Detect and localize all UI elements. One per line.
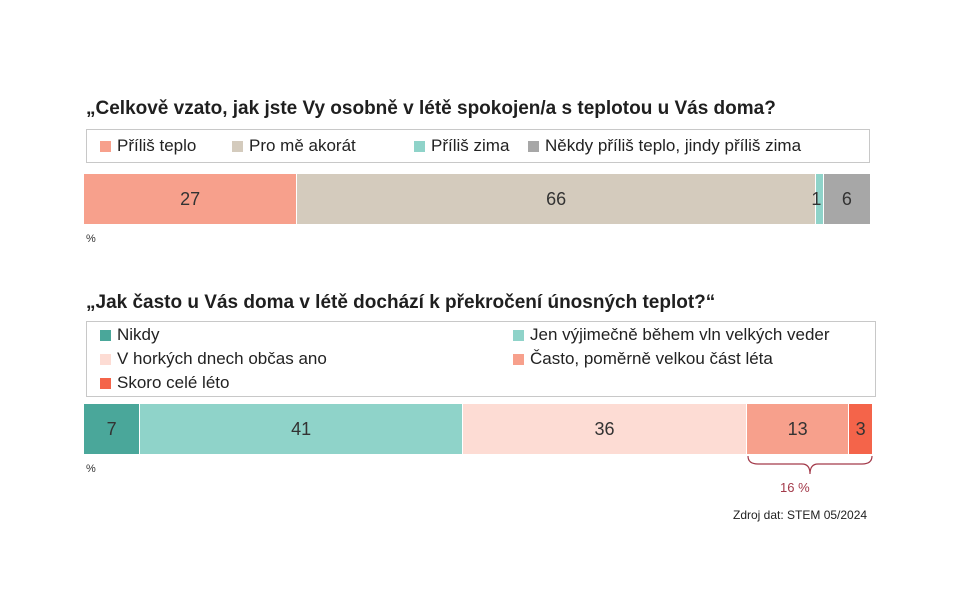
- bar-segment: 6: [822, 174, 870, 224]
- chart-2-stacked-bar: 7 41 36 13 3: [84, 404, 872, 454]
- data-label: 1: [811, 188, 822, 209]
- legend-label: Pro mě akorát: [249, 136, 356, 155]
- legend-swatch: [513, 353, 524, 365]
- legend-swatch: [513, 329, 524, 341]
- legend-label: Jen výjimečně během vln velkých veder: [530, 325, 830, 344]
- data-label: 7: [106, 418, 117, 439]
- bar-segment: 7: [84, 404, 140, 454]
- legend-swatch: [100, 329, 111, 341]
- legend-label: Někdy příliš teplo, jindy příliš zima: [545, 136, 802, 155]
- legend-item: Pro mě akorát: [232, 136, 356, 156]
- legend-swatch: [414, 140, 425, 152]
- chart-1-unit-label: %: [86, 233, 96, 245]
- legend-label: Často, poměrně velkou část léta: [530, 349, 773, 368]
- chart-2-annotation: 16 %: [780, 480, 810, 495]
- legend-item: Nikdy: [100, 325, 160, 345]
- legend-swatch: [100, 377, 111, 389]
- chart-2-unit-label: %: [86, 463, 96, 475]
- legend-swatch: [100, 140, 111, 152]
- data-label: 13: [787, 418, 808, 439]
- legend-item: Příliš zima: [414, 136, 509, 156]
- chart-2-bracket: [747, 455, 873, 475]
- legend-label: Nikdy: [117, 325, 160, 344]
- bar-segment: 13: [745, 404, 849, 454]
- legend-item: Příliš teplo: [100, 136, 196, 156]
- bar-segment: 27: [84, 174, 297, 224]
- data-label: 41: [291, 418, 312, 439]
- chart-1-legend: Příliš teplo Pro mě akorát Příliš zima Někd…: [86, 129, 870, 163]
- data-label: 3: [855, 418, 866, 439]
- data-label: 27: [180, 188, 201, 209]
- legend-label: Příliš zima: [431, 136, 510, 155]
- legend-item: Někdy příliš teplo, jindy příliš zima: [528, 136, 801, 156]
- chart-1-title: „Celkově vzato, jak jste Vy osobně v lét…: [86, 98, 776, 119]
- data-label: 66: [546, 188, 567, 209]
- bar-segment: 1: [811, 174, 823, 224]
- legend-item: Skoro celé léto: [100, 373, 229, 393]
- legend-item: Jen výjimečně během vln velkých veder: [513, 325, 830, 345]
- legend-swatch: [528, 140, 539, 152]
- source-note: Zdroj dat: STEM 05/2024: [733, 508, 868, 522]
- legend-label: Skoro celé léto: [117, 373, 230, 392]
- legend-swatch: [100, 353, 111, 365]
- data-label: 6: [841, 188, 852, 209]
- bar-segment: 41: [139, 404, 463, 454]
- data-label: 36: [594, 418, 615, 439]
- bar-segment: 66: [296, 174, 815, 224]
- legend-item: Často, poměrně velkou část léta: [513, 349, 773, 369]
- legend-swatch: [232, 140, 243, 152]
- legend-label: V horkých dnech občas ano: [117, 349, 327, 368]
- bar-segment: 36: [462, 404, 746, 454]
- chart-1-stacked-bar: 27 66 1 6: [84, 174, 870, 224]
- chart-2-title: „Jak často u Vás doma v létě dochází k p…: [86, 292, 716, 313]
- bar-segment: 3: [848, 404, 872, 454]
- chart-2-legend: Nikdy Jen výjimečně během vln velkých ved…: [86, 321, 876, 397]
- legend-item: V horkých dnech občas ano: [100, 349, 327, 369]
- legend-label: Příliš teplo: [117, 136, 197, 155]
